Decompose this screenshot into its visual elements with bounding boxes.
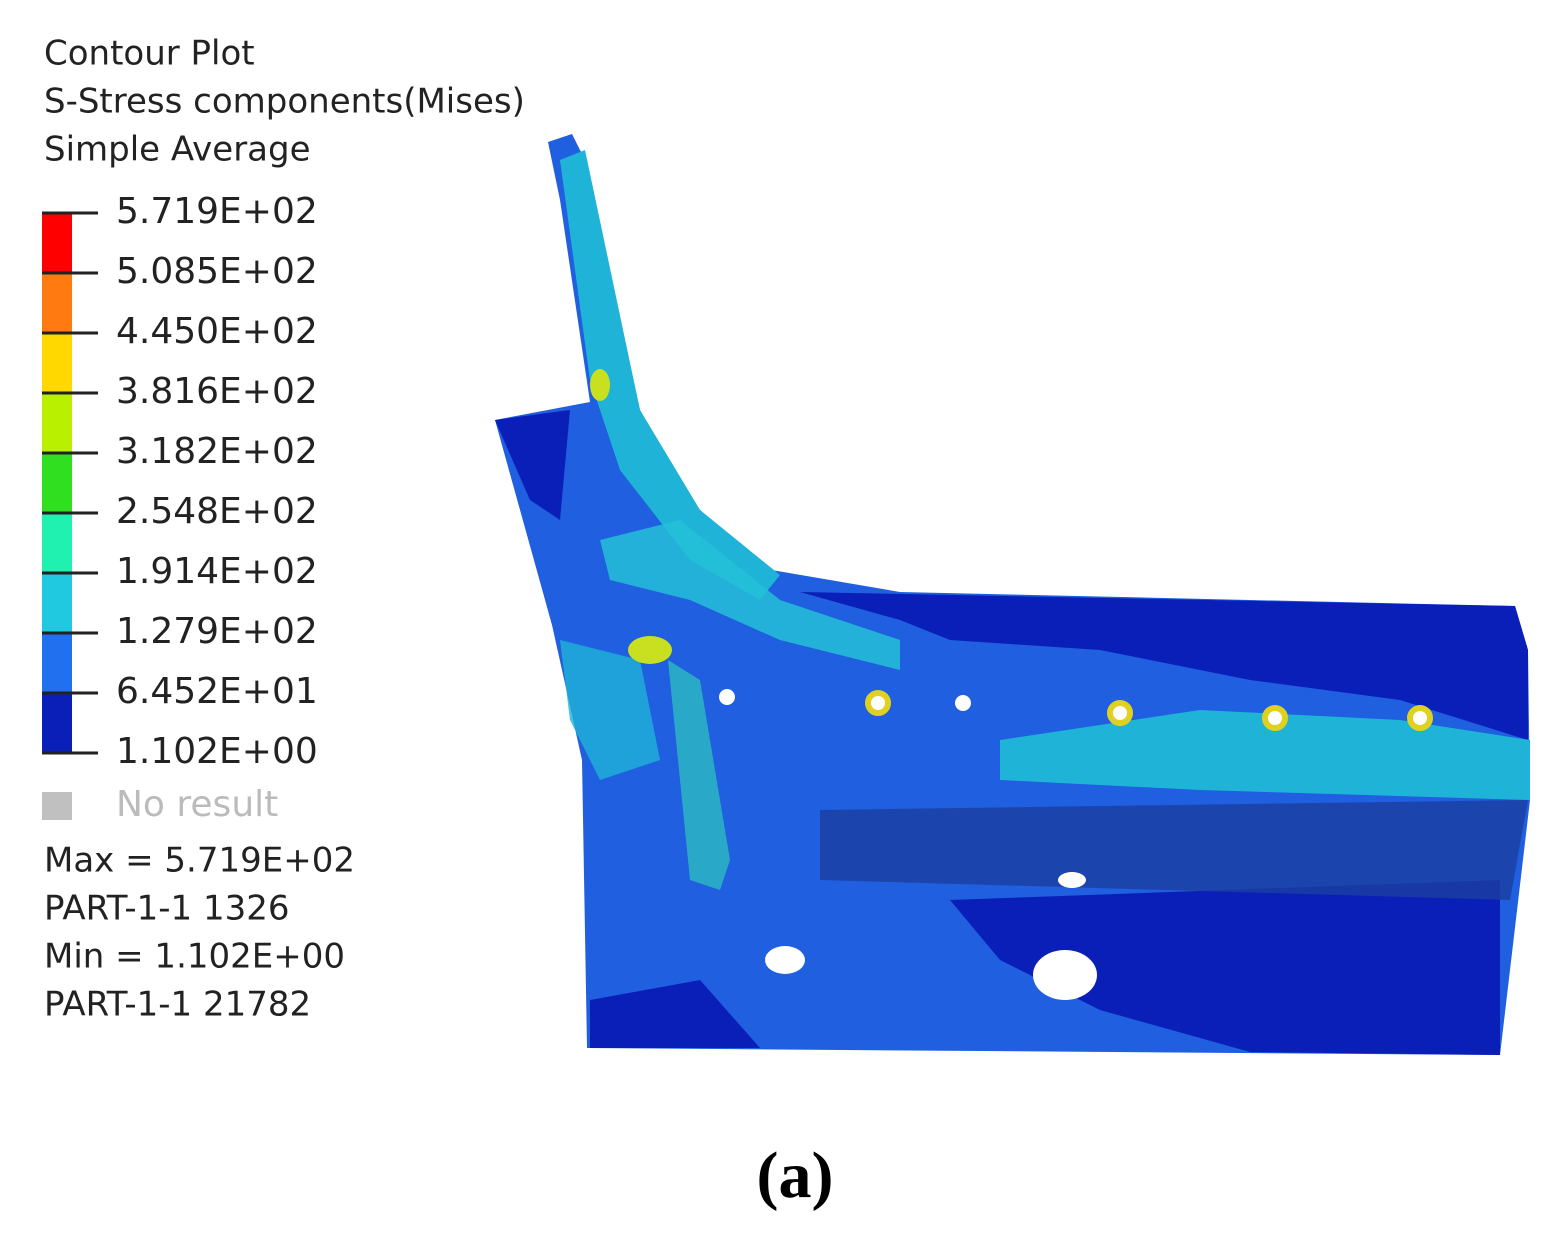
legend-level: 2.548E+02: [116, 491, 318, 532]
band: [42, 573, 72, 633]
legend-level: 5.085E+02: [116, 251, 318, 292]
legend-level: 3.182E+02: [116, 431, 318, 472]
legend-level: 3.816E+02: [116, 371, 318, 412]
cyan-band: [600, 520, 900, 670]
dark-region: [800, 592, 1528, 740]
hot-spot: [628, 636, 672, 664]
legend-level: 6.452E+01: [116, 671, 318, 712]
band: [42, 333, 72, 393]
legend-level: 4.450E+02: [116, 311, 318, 352]
dark-region: [495, 410, 570, 520]
color-bar: [42, 213, 72, 820]
band: [42, 453, 72, 513]
legend-level: 1.914E+02: [116, 551, 318, 592]
no-result-label: No result: [116, 784, 278, 825]
info-line: PART-1-1 1326: [44, 889, 290, 929]
dark-region: [950, 880, 1500, 1055]
shadow-band: [820, 800, 1528, 900]
band: [42, 693, 72, 753]
band: [42, 393, 72, 453]
legend-title: Contour Plot: [44, 34, 255, 74]
legend-level: 5.719E+02: [116, 191, 318, 232]
legend-title: Simple Average: [44, 130, 311, 170]
band: [42, 273, 72, 333]
bolt-holes: [865, 690, 1433, 731]
info-line: Max = 5.719E+02: [44, 841, 355, 881]
fold: [668, 660, 730, 890]
dark-region: [590, 980, 760, 1048]
band: [42, 513, 72, 573]
info-line: PART-1-1 21782: [44, 985, 311, 1025]
holes: [719, 689, 1097, 1000]
legend-level: 1.102E+00: [116, 731, 318, 772]
band: [42, 633, 72, 693]
no-result-swatch: [42, 792, 72, 820]
cyan-band: [560, 640, 660, 780]
hot-spot: [590, 369, 610, 401]
caption: (a): [757, 1139, 834, 1212]
legend-level: 1.279E+02: [116, 611, 318, 652]
cyan-band: [1000, 710, 1530, 800]
info-line: Min = 1.102E+00: [44, 937, 345, 977]
band: [42, 213, 72, 273]
fea-model: [495, 134, 1530, 1055]
legend-title: S-Stress components(Mises): [44, 82, 525, 122]
